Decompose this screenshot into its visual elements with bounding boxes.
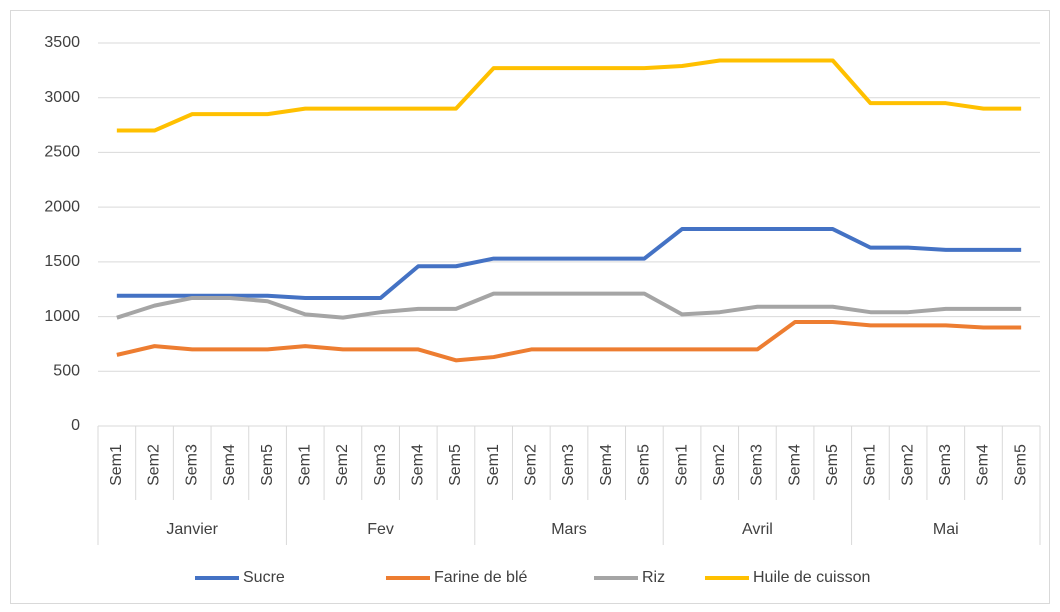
x-tick-label: Sem4: [598, 444, 615, 486]
x-tick-label: Sem5: [824, 444, 841, 486]
series-line: [116, 291, 1022, 320]
x-tick-label: Sem2: [523, 444, 540, 486]
x-tick-label: Sem3: [372, 444, 389, 486]
x-tick-label: Sem1: [108, 444, 125, 486]
x-tick-label: Sem5: [636, 444, 653, 486]
y-tick-label: 2000: [44, 198, 80, 215]
legend-label: Riz: [642, 569, 665, 586]
group-label: Mai: [933, 521, 959, 538]
y-tick-label: 3000: [44, 89, 80, 106]
x-tick-label: Sem5: [1012, 444, 1029, 486]
x-tick-label: Sem3: [183, 444, 200, 486]
x-tick-label: Sem1: [862, 444, 879, 486]
series-line: [116, 320, 1022, 363]
group-label: Mars: [551, 521, 587, 538]
y-tick-label: 0: [71, 417, 80, 434]
legend-label: Farine de blé: [434, 569, 527, 586]
x-tick-label: Sem5: [259, 444, 276, 486]
x-tick-label: Sem1: [485, 444, 502, 486]
y-tick-label: 2500: [44, 144, 80, 161]
group-label: Fev: [367, 521, 394, 538]
y-tick-label: 1500: [44, 253, 80, 270]
x-tick-label: Sem2: [334, 444, 351, 486]
y-tick-label: 500: [53, 363, 80, 380]
chart-border: [10, 10, 1050, 604]
legend-label: Sucre: [243, 569, 285, 586]
x-tick-label: Sem4: [786, 444, 803, 486]
x-tick-label: Sem4: [409, 444, 426, 486]
x-tick-label: Sem5: [447, 444, 464, 486]
series-line: [116, 227, 1022, 300]
x-tick-label: Sem3: [749, 444, 766, 486]
y-tick-label: 1000: [44, 308, 80, 325]
x-tick-label: Sem2: [146, 444, 163, 486]
series-line: [116, 58, 1022, 133]
x-tick-label: Sem1: [673, 444, 690, 486]
y-tick-label: 3500: [44, 34, 80, 51]
legend-label: Huile de cuisson: [753, 569, 870, 586]
group-label: Avril: [742, 521, 773, 538]
x-tick-label: Sem3: [560, 444, 577, 486]
x-tick-label: Sem3: [937, 444, 954, 486]
x-tick-label: Sem4: [221, 444, 238, 486]
x-tick-label: Sem1: [296, 444, 313, 486]
group-label: Janvier: [166, 521, 218, 538]
x-tick-label: Sem4: [975, 444, 992, 486]
x-tick-label: Sem2: [711, 444, 728, 486]
x-tick-label: Sem2: [899, 444, 916, 486]
